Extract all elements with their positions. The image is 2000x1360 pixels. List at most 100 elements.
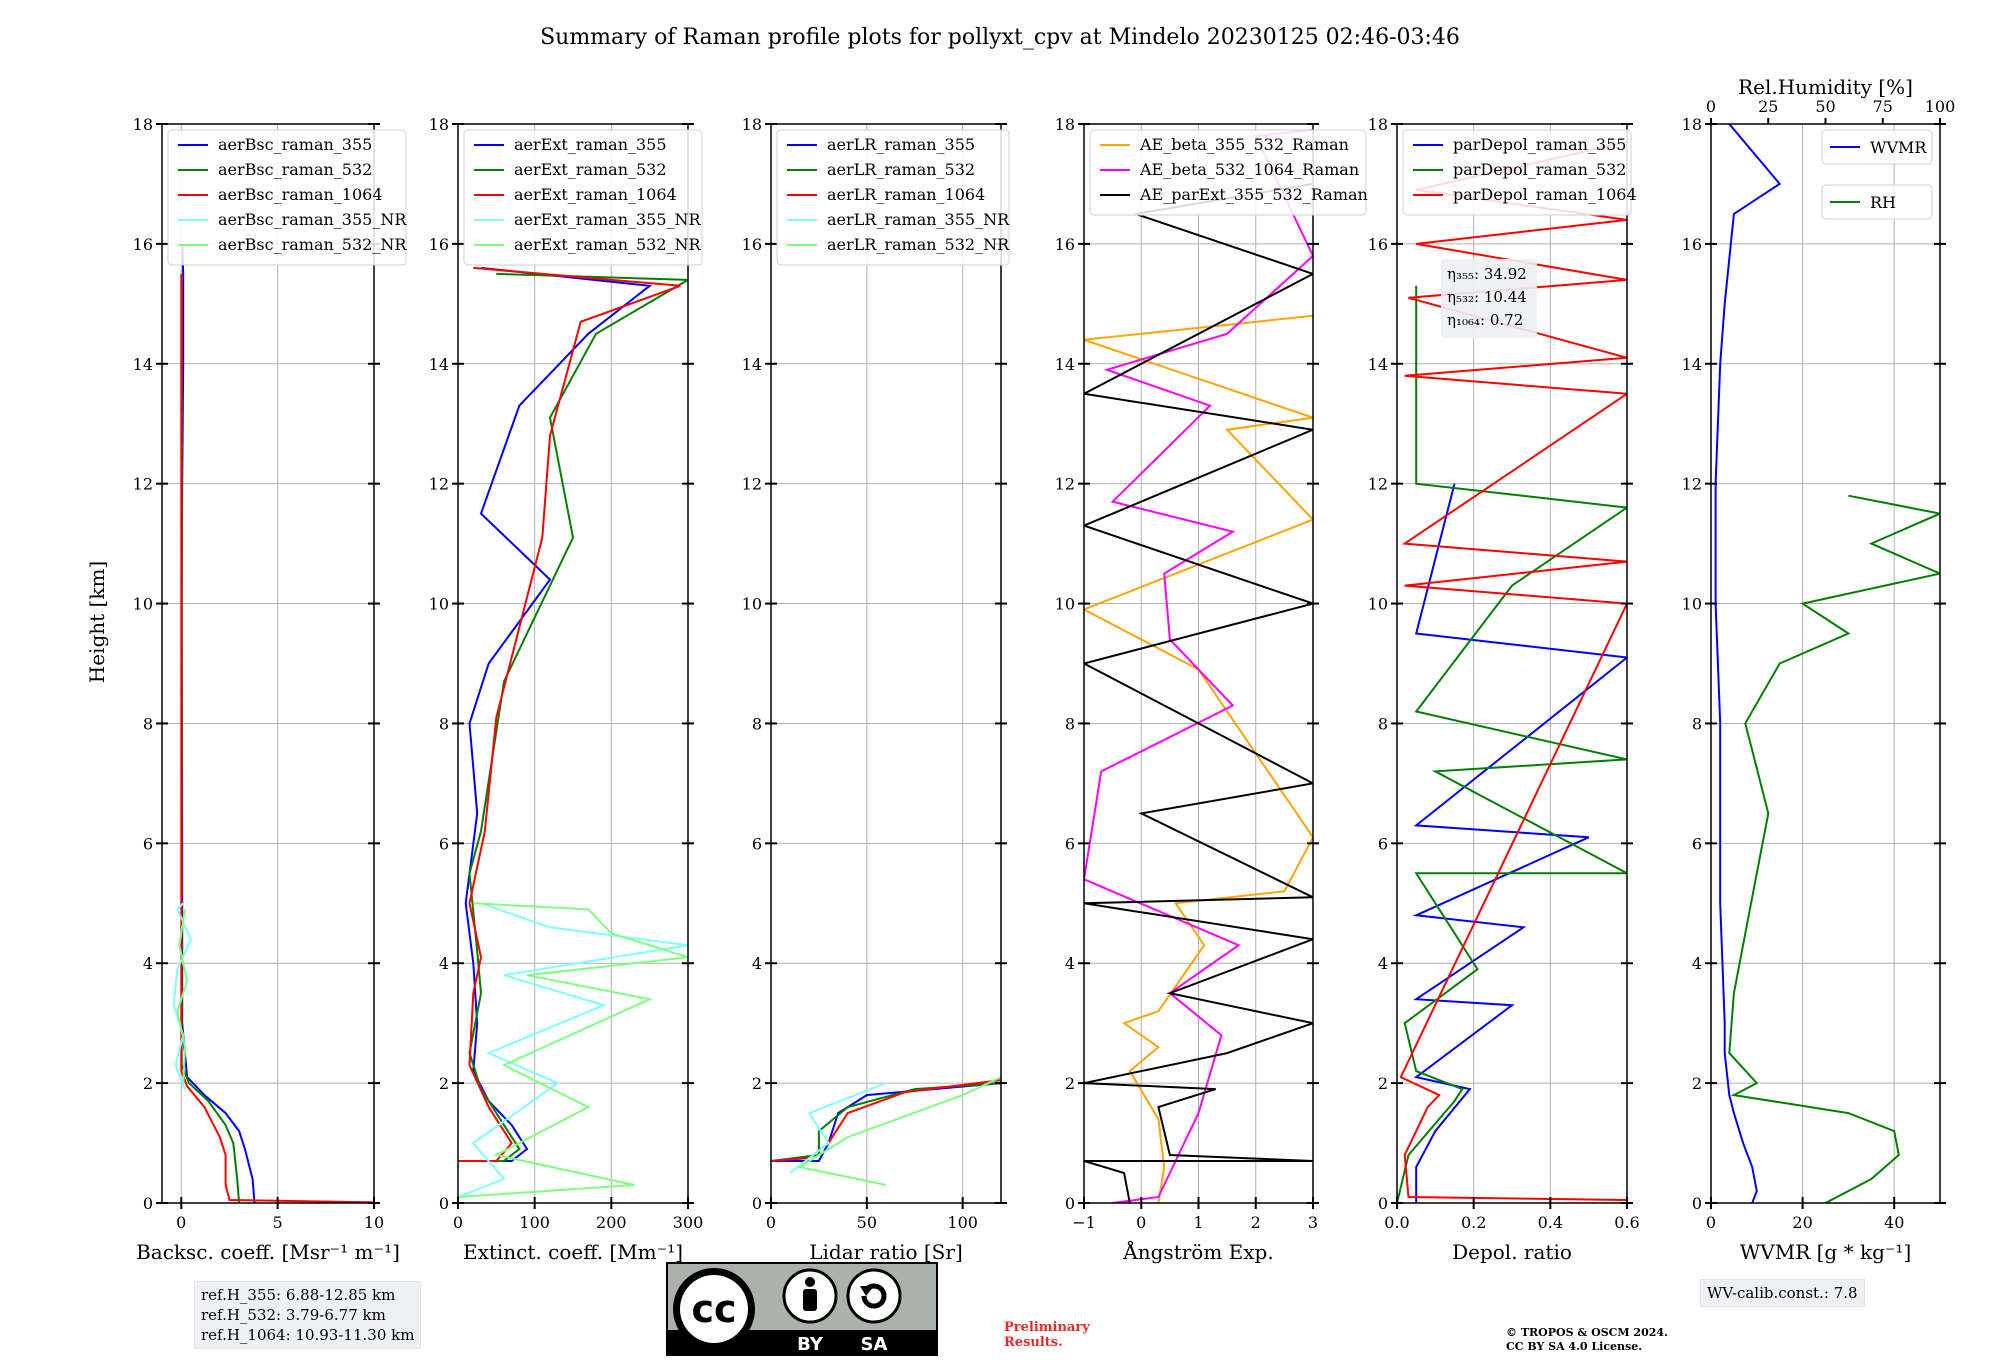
y-tick-label: 4 xyxy=(752,954,762,973)
legend-entry: aerExt_raman_355 xyxy=(514,135,667,154)
legend-entry: aerBsc_raman_532 xyxy=(218,160,372,179)
y-tick-label: 10 xyxy=(429,595,449,614)
y-tick-label: 14 xyxy=(1682,355,1702,374)
y-tick-label: 14 xyxy=(1368,355,1388,374)
x2-tick-label: 100 xyxy=(1925,97,1956,116)
series-line-aerLR_raman_532_NR xyxy=(797,1076,1001,1186)
legend-box xyxy=(167,129,407,266)
y-tick-label: 12 xyxy=(429,475,449,494)
y-tick-label: 0 xyxy=(1692,1194,1702,1213)
series-line-aerBsc_raman_532_NR xyxy=(176,909,189,1084)
chart-panel-2: 0 2 4 6 8 10 12 14 16 18 0 100 200 300 Extinct. coeff.… xyxy=(429,115,704,1264)
y-tick-label: 16 xyxy=(1055,235,1075,254)
legend: aerExt_raman_355 aerExt_raman_532 aerExt_r… xyxy=(463,129,703,266)
wv-calib-label: WV-calib.const.: 7.8 xyxy=(1707,1284,1858,1302)
series-group xyxy=(458,266,688,1198)
legend-entry: RH xyxy=(1870,193,1896,212)
legend: AE_beta_355_532_Raman AE_beta_532_1064_Ra… xyxy=(1089,129,1368,216)
preliminary-line-1: Preliminary xyxy=(1004,1320,1090,1335)
legend-entry: aerLR_raman_532 xyxy=(827,160,975,179)
y-tick-label: 14 xyxy=(1055,355,1075,374)
annotation-label: η₃₅₅: 34.92 xyxy=(1447,265,1527,283)
y-tick-label: 2 xyxy=(1065,1074,1075,1093)
series-line-AE_beta_355_532_Raman xyxy=(1084,314,1313,1203)
plot-area xyxy=(771,124,1001,1203)
legend-entry: aerExt_raman_532_NR xyxy=(514,235,702,254)
y-tick-label: 16 xyxy=(1368,235,1388,254)
x-tick-label: 0.6 xyxy=(1614,1213,1639,1232)
x-tick-label: 40 xyxy=(1884,1213,1904,1232)
y-tick-label: 14 xyxy=(742,355,762,374)
annotation-label: η₁₀₆₄: 0.72 xyxy=(1447,311,1523,329)
y-tick-label: 10 xyxy=(133,595,153,614)
x-axis-label: Ångström Exp. xyxy=(1122,1239,1273,1264)
series-line-aerLR_raman_1064 xyxy=(771,1079,1001,1162)
plot-area xyxy=(458,124,688,1203)
y-tick-label: 6 xyxy=(1692,834,1702,853)
series-line-aerExt_raman_1064 xyxy=(458,266,681,1162)
axes-frame xyxy=(161,123,375,1204)
ref-height-1064: ref.H_1064: 10.93-11.30 km xyxy=(201,1326,415,1344)
y-tick-label: 18 xyxy=(429,115,449,134)
legend-entry: aerExt_raman_355_NR xyxy=(514,210,702,229)
annotation-box xyxy=(1441,259,1537,338)
y-tick-label: 0 xyxy=(143,1194,153,1213)
y-axis-label: Height [km] xyxy=(85,561,109,683)
y-tick-label: 12 xyxy=(1682,475,1702,494)
x-axis-label: Depol. ratio xyxy=(1452,1240,1572,1264)
y-tick-label: 4 xyxy=(143,954,153,973)
legend-box xyxy=(1821,184,1933,220)
x2-tick-label: 50 xyxy=(1815,97,1835,116)
cc-license-badge: cc BY SA xyxy=(666,1262,938,1356)
series-group xyxy=(1714,124,1940,1203)
y-tick-label: 6 xyxy=(1065,834,1075,853)
y-tick-label: 18 xyxy=(133,115,153,134)
legend: WVMR RH xyxy=(1821,129,1933,220)
y-tick-label: 6 xyxy=(1378,834,1388,853)
y-tick-label: 0 xyxy=(1378,1194,1388,1213)
x-tick-label: 100 xyxy=(947,1213,978,1232)
y-tick-label: 18 xyxy=(1055,115,1075,134)
x-axis-label: Backsc. coeff. [Msr⁻¹ m⁻¹] xyxy=(136,1240,400,1264)
x-tick-label: 5 xyxy=(273,1213,283,1232)
wv-calib-box: WV-calib.const.: 7.8 xyxy=(1700,1279,1865,1307)
cc-badge-icon: cc BY SA xyxy=(668,1268,936,1355)
y-tick-label: 2 xyxy=(752,1074,762,1093)
y-tick-label: 8 xyxy=(439,714,449,733)
y-tick-label: 8 xyxy=(1692,714,1702,733)
ref-height-355: ref.H_355: 6.88-12.85 km xyxy=(201,1286,396,1304)
cc-sa-text: SA xyxy=(861,1334,888,1354)
axes-frame xyxy=(457,123,689,1204)
x-tick-label: 0 xyxy=(1706,1213,1716,1232)
series-line-aerExt_raman_532_NR xyxy=(458,902,688,1198)
y-tick-label: 18 xyxy=(1682,115,1702,134)
plot-area xyxy=(162,124,374,1203)
copyright-line-1: © TROPOS & OSCM 2024. xyxy=(1506,1326,1668,1339)
y-tick-label: 8 xyxy=(143,714,153,733)
x-tick-label: 0 xyxy=(453,1213,463,1232)
y-tick-label: 2 xyxy=(1378,1074,1388,1093)
series-line-AE_parExt_355_532_Raman xyxy=(1084,182,1313,1203)
copyright-line-2: CC BY SA 4.0 License. xyxy=(1506,1340,1643,1353)
series-line-RH xyxy=(1728,494,1940,1203)
y-tick-label: 4 xyxy=(439,954,449,973)
chart-panel-3: 0 2 4 6 8 10 12 14 16 18 0 50 100 Lidar ratio [Sr] aer… xyxy=(742,115,1010,1264)
series-line-aerExt_raman_532 xyxy=(458,272,688,1162)
x-axis-label: Lidar ratio [Sr] xyxy=(809,1240,963,1264)
x-axis-label: Extinct. coeff. [Mm⁻¹] xyxy=(463,1240,683,1264)
series-line-aerBsc_raman_355_NR xyxy=(172,902,192,1090)
x-tick-label: 10 xyxy=(364,1213,384,1232)
legend-entry: aerBsc_raman_1064 xyxy=(218,185,383,204)
legend-box xyxy=(1089,129,1367,216)
series-group xyxy=(1397,141,1627,1203)
y-tick-label: 8 xyxy=(1065,714,1075,733)
y-tick-label: 14 xyxy=(429,355,449,374)
series-line-parDepol_raman_355 xyxy=(1412,483,1627,1203)
legend-entry: parDepol_raman_532 xyxy=(1453,160,1626,179)
x-tick-label: 0.4 xyxy=(1538,1213,1563,1232)
legend-entry: aerLR_raman_532_NR xyxy=(827,235,1010,254)
series-group xyxy=(1084,129,1313,1203)
y-tick-label: 10 xyxy=(1368,595,1388,614)
